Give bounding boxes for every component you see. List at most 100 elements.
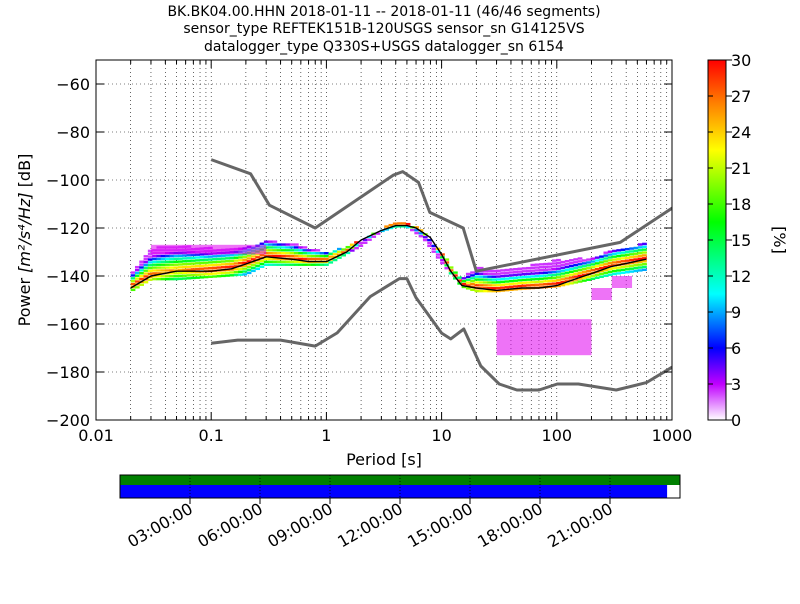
density-cell: [195, 270, 200, 274]
density-cell: [199, 276, 205, 279]
density-cell: [513, 282, 518, 285]
density-cell: [577, 263, 583, 266]
density-cell: [500, 286, 506, 289]
density-cell: [182, 257, 187, 260]
density-cell: [470, 277, 475, 280]
density-cell: [177, 263, 183, 266]
density-cell: [517, 279, 523, 282]
density-cell: [448, 266, 454, 269]
density-cell: [599, 272, 604, 276]
density-cell: [147, 255, 153, 258]
density-cell: [586, 267, 591, 270]
density-cell: [143, 263, 149, 267]
density-cell: [233, 253, 239, 257]
density-cell: [289, 243, 295, 246]
density-cell: [612, 255, 617, 258]
density-cell: [302, 263, 308, 266]
density-cell: [362, 241, 368, 244]
density-cell: [547, 265, 553, 268]
density-cell: [208, 275, 213, 278]
density-cell: [603, 254, 609, 257]
density-cell: [147, 252, 153, 255]
density-cell: [242, 255, 248, 259]
density-cell: [487, 289, 493, 293]
density-cell: [551, 265, 557, 268]
density-cell: [547, 271, 553, 274]
density-cell: [169, 254, 175, 258]
density-cell: [633, 252, 639, 255]
density-cell: [607, 259, 613, 262]
density-cell: [603, 271, 609, 275]
density-cell: [504, 283, 510, 286]
density-cell: [586, 269, 591, 273]
density-cell: [431, 250, 437, 253]
density-cell: [225, 265, 230, 269]
density-cell: [165, 260, 170, 264]
timeline-tick-label: 03:00:00: [124, 499, 196, 551]
colorbar-tick-label: 3: [731, 375, 741, 394]
density-cell: [349, 243, 355, 246]
density-cell: [281, 263, 286, 266]
density-cell: [560, 283, 566, 287]
outlier-patch: [611, 276, 633, 288]
colorbar-tick-label: 27: [731, 87, 751, 106]
density-cell: [134, 280, 140, 283]
density-cell: [255, 261, 261, 265]
density-cell: [530, 278, 536, 281]
density-cell: [547, 274, 553, 277]
density-cell: [556, 264, 561, 268]
density-cell: [629, 264, 634, 268]
density-cell: [483, 284, 488, 287]
density-cell: [521, 281, 527, 285]
density-cell: [298, 257, 304, 261]
density-cell: [616, 266, 622, 269]
density-cell: [594, 265, 600, 268]
density-cell: [534, 277, 540, 281]
density-cell: [216, 257, 222, 261]
density-cell: [139, 277, 144, 281]
density-cell: [538, 268, 544, 272]
density-cell: [336, 256, 342, 259]
density-cell: [268, 260, 273, 264]
density-cell: [629, 250, 634, 253]
density-cell: [642, 257, 647, 260]
y-axis-ticks: −60 −80 −100 −120 −140 −160 −180 −200: [46, 75, 672, 430]
density-cell: [289, 252, 295, 255]
density-cell: [216, 266, 222, 269]
density-cell: [491, 281, 497, 284]
density-cell: [530, 266, 536, 270]
density-cell: [465, 272, 471, 276]
density-cell: [504, 288, 510, 292]
density-cell: [130, 280, 136, 283]
density-cell: [465, 287, 471, 290]
density-cell: [496, 269, 501, 273]
density-cell: [405, 222, 411, 226]
density-cell: [410, 228, 415, 232]
density-cell: [220, 271, 226, 275]
density-cell: [513, 270, 518, 274]
density-cell: [624, 268, 630, 271]
density-cell: [633, 255, 639, 258]
density-cell: [547, 268, 553, 271]
density-cell: [139, 272, 144, 275]
density-cell: [203, 267, 209, 270]
density-cell: [281, 246, 286, 249]
density-cell: [612, 258, 617, 261]
timeline-tick-label: 15:00:00: [404, 499, 476, 551]
density-cell: [276, 260, 282, 264]
density-cell: [212, 266, 218, 270]
outlier-patch: [496, 319, 592, 356]
density-cell: [577, 265, 583, 269]
density-cell: [208, 261, 213, 264]
density-cell: [560, 266, 566, 270]
density-cell: [233, 273, 239, 277]
y-tick-label: −60: [56, 75, 90, 94]
density-cell: [470, 282, 475, 286]
density-cell: [186, 268, 192, 271]
density-cell: [358, 241, 364, 245]
density-cell: [637, 246, 643, 249]
density-cell: [637, 249, 643, 252]
density-cell: [332, 258, 338, 262]
density-cell: [143, 281, 149, 284]
